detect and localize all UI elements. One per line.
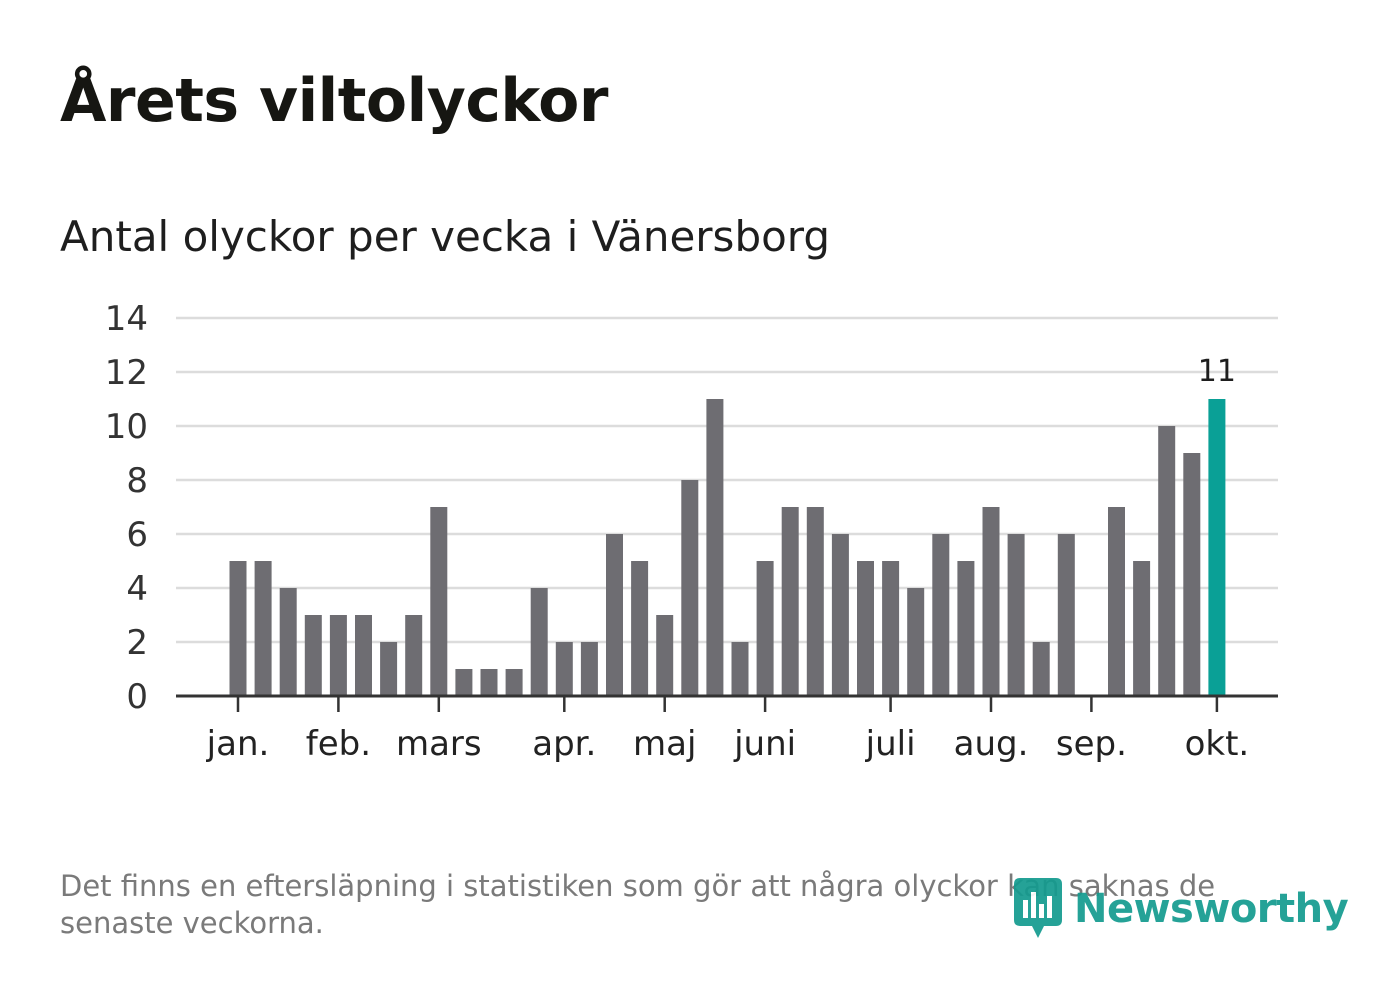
brand-logo[interactable]: Newsworthy [1012, 876, 1349, 942]
bar [329, 615, 347, 696]
bar [982, 507, 1000, 696]
bar [806, 507, 824, 696]
x-tick-label: juli [865, 724, 916, 764]
bar [530, 588, 548, 696]
newsworthy-logo-icon [1014, 878, 1062, 938]
x-tick-label: sep. [1056, 724, 1127, 764]
bar-highlight [1208, 399, 1226, 696]
bar-value-label: 11 [1198, 354, 1236, 389]
bar [631, 561, 649, 696]
bar [304, 615, 322, 696]
bar [907, 588, 925, 696]
x-tick-label: okt. [1185, 724, 1250, 764]
bar [1183, 453, 1201, 696]
bar [505, 669, 523, 696]
bar [1133, 561, 1151, 696]
x-tick-label: aug. [954, 724, 1029, 764]
bar [229, 561, 247, 696]
bar [756, 561, 774, 696]
chart-title: Årets viltolyckor [60, 66, 609, 136]
bar [380, 642, 398, 696]
chart-subtitle: Antal olyckor per vecka i Vänersborg [60, 212, 830, 261]
x-tick-label: apr. [532, 724, 596, 764]
bar [355, 615, 372, 696]
y-tick-label: 4 [126, 569, 148, 609]
y-tick-label: 8 [126, 461, 148, 501]
y-tick-label: 10 [105, 407, 148, 447]
bar [1108, 507, 1125, 696]
bar [857, 561, 874, 696]
bar [957, 561, 975, 696]
bar [580, 642, 598, 696]
bar [1158, 426, 1176, 696]
bar [781, 507, 799, 696]
bar [430, 507, 448, 696]
bar [555, 642, 573, 696]
bar [1007, 534, 1025, 696]
y-tick-label: 0 [126, 677, 148, 717]
bar [606, 534, 623, 696]
bar [831, 534, 849, 696]
y-tick-label: 6 [126, 515, 148, 555]
bar [882, 561, 900, 696]
bar [279, 588, 297, 696]
bar [254, 561, 272, 696]
bar [731, 642, 749, 696]
x-tick-label: juni [733, 724, 796, 764]
bar [1032, 642, 1050, 696]
bar [480, 669, 498, 696]
bar [455, 669, 473, 696]
y-tick-label: 12 [105, 353, 148, 393]
x-tick-label: feb. [306, 724, 371, 764]
brand-name: Newsworthy [1074, 886, 1349, 932]
bar [1057, 534, 1075, 696]
bar [706, 399, 724, 696]
x-tick-label: maj [633, 724, 696, 764]
x-tick-label: jan. [206, 724, 270, 764]
bar [681, 480, 699, 696]
bar [932, 534, 950, 696]
bar [656, 615, 674, 696]
bar [405, 615, 423, 696]
y-tick-label: 2 [126, 623, 148, 663]
x-tick-label: mars [396, 724, 482, 764]
y-tick-label: 14 [105, 299, 148, 339]
